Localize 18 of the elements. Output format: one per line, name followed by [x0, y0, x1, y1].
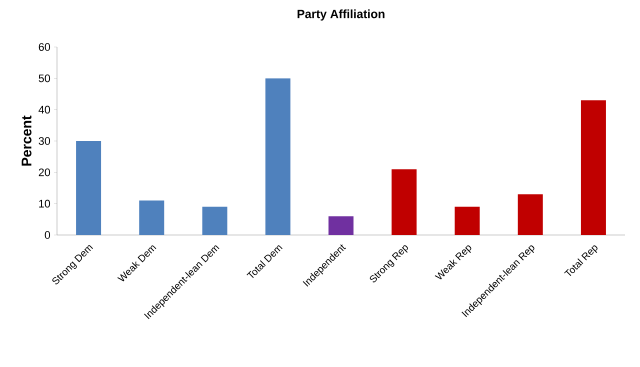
y-tick-label: 10: [39, 200, 50, 208]
y-tick-label: 60: [38, 43, 50, 51]
y-tick-label: 0: [44, 231, 50, 239]
bar: [139, 200, 164, 235]
bar: [202, 206, 228, 235]
bar: [580, 100, 606, 235]
y-tick-label: 40: [38, 106, 50, 114]
y-axis-title: Percent: [22, 116, 32, 166]
bar: [328, 216, 354, 235]
chart-title: Party Affiliation: [298, 9, 384, 21]
bar: [265, 78, 290, 235]
bar: [454, 206, 480, 235]
bar: [392, 169, 417, 235]
y-tick-label: 30: [38, 137, 50, 145]
y-tick-label: 50: [38, 74, 50, 82]
bar: [76, 141, 102, 235]
y-tick-label: 20: [38, 168, 50, 176]
bar: [518, 194, 543, 235]
